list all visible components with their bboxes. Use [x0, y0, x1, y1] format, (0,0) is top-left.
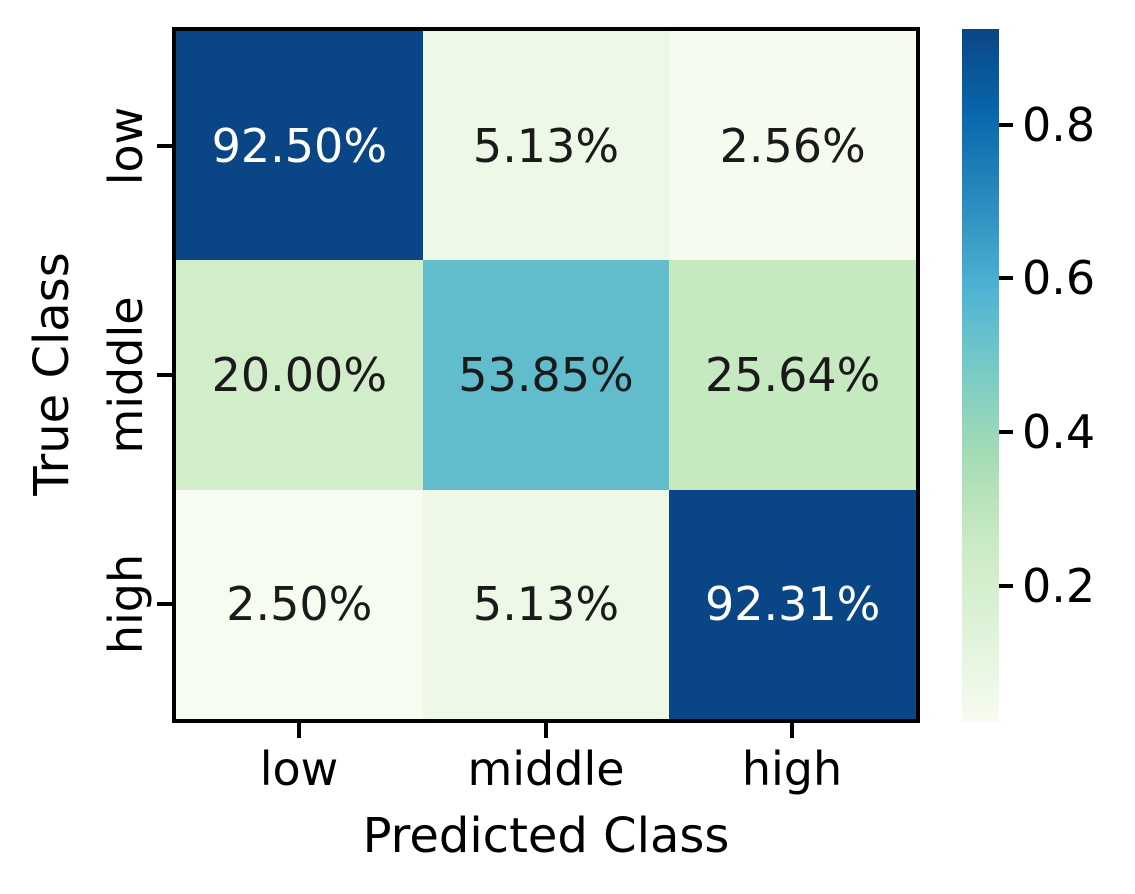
heatmap-cell-middle-middle: 53.85% — [422, 260, 670, 490]
y-axis-tick-middle — [157, 373, 172, 377]
y-axis-label-low: low — [99, 106, 153, 186]
heatmap-cell-high-high: 92.31% — [669, 489, 916, 719]
x-axis-title: Predicted Class — [362, 808, 730, 864]
x-axis-label-high: high — [741, 742, 843, 796]
colorbar-tick-0_2 — [999, 584, 1013, 588]
colorbar-label-0_2: 0.2 — [1022, 559, 1096, 613]
heatmap-grid: 92.50% 5.13% 2.56% 20.00% 53.85% 25.64% … — [172, 27, 920, 723]
y-axis-title: True Class — [24, 252, 80, 496]
colorbar-tick-0_6 — [999, 276, 1013, 280]
x-axis-label-low: low — [259, 742, 339, 796]
y-axis-tick-low — [157, 144, 172, 148]
y-axis-label-middle: middle — [99, 296, 153, 454]
heatmap-cell-middle-low: 20.00% — [176, 260, 423, 490]
heatmap-cell-high-low: 2.50% — [176, 489, 423, 719]
x-axis-label-middle: middle — [467, 742, 625, 796]
colorbar-label-0_4: 0.4 — [1022, 405, 1096, 459]
heatmap-cell-middle-high: 25.64% — [669, 260, 916, 490]
y-axis-label-high: high — [99, 553, 153, 655]
heatmap-cell-low-middle: 5.13% — [422, 31, 670, 261]
heatmap-cell-low-high: 2.56% — [669, 31, 916, 261]
colorbar-label-0_6: 0.6 — [1022, 251, 1096, 305]
x-axis-tick-middle — [544, 723, 548, 738]
colorbar-tick-0_8 — [999, 123, 1013, 127]
heatmap-cell-high-middle: 5.13% — [422, 489, 670, 719]
x-axis-tick-high — [790, 723, 794, 738]
y-axis-tick-high — [157, 602, 172, 606]
colorbar-label-0_8: 0.8 — [1022, 98, 1096, 152]
colorbar-tick-0_4 — [999, 430, 1013, 434]
x-axis-tick-low — [297, 723, 301, 738]
heatmap-cell-low-low: 92.50% — [176, 31, 423, 261]
colorbar — [962, 29, 999, 722]
